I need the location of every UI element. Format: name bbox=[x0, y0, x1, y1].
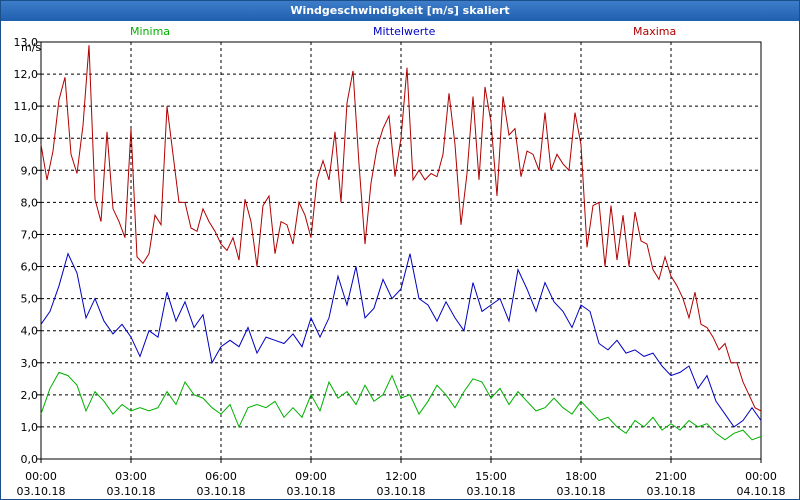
legend-mittelwerte: Mittelwerte bbox=[373, 25, 436, 38]
x-tick-date-label: 04.10.18 bbox=[737, 485, 786, 498]
y-tick-label: 7,0 bbox=[21, 228, 39, 241]
y-tick-label: 5,0 bbox=[21, 293, 39, 306]
x-tick-date-label: 03.10.18 bbox=[467, 485, 516, 498]
y-tick-label: 3,0 bbox=[21, 357, 39, 370]
y-tick-label: 0,0 bbox=[21, 453, 39, 466]
x-tick-time-label: 21:00 bbox=[655, 470, 687, 483]
y-tick-label: 1,0 bbox=[21, 421, 39, 434]
x-tick-date-label: 03.10.18 bbox=[197, 485, 246, 498]
series-line-maxima bbox=[40, 45, 762, 412]
y-tick-label: 9,0 bbox=[21, 164, 39, 177]
y-tick-label: 2,0 bbox=[21, 389, 39, 402]
x-tick-time-label: 15:00 bbox=[475, 470, 507, 483]
y-tick-label: 13,0 bbox=[14, 36, 39, 49]
y-tick-label: 4,0 bbox=[21, 325, 39, 338]
y-axis-unit-label: m/s bbox=[21, 41, 41, 54]
y-tick-label: 10,0 bbox=[14, 132, 39, 145]
x-tick-time-label: 00:00 bbox=[745, 470, 777, 483]
y-tick-label: 8,0 bbox=[21, 196, 39, 209]
x-tick-date-label: 03.10.18 bbox=[287, 485, 336, 498]
x-tick-time-label: 18:00 bbox=[565, 470, 597, 483]
legend-minima: Minima bbox=[130, 25, 171, 38]
y-tick-label: 6,0 bbox=[21, 261, 39, 274]
legend-maxima: Maxima bbox=[633, 25, 677, 38]
x-tick-time-label: 06:00 bbox=[205, 470, 237, 483]
y-tick-label: 12,0 bbox=[14, 68, 39, 81]
window-title: Windgeschwindigkeit [m/s] skaliert bbox=[1, 1, 799, 21]
x-tick-time-label: 09:00 bbox=[295, 470, 327, 483]
x-tick-time-label: 03:00 bbox=[115, 470, 147, 483]
x-tick-date-label: 03.10.18 bbox=[557, 485, 606, 498]
x-tick-time-label: 12:00 bbox=[385, 470, 417, 483]
series-line-minima bbox=[40, 371, 762, 441]
x-tick-date-label: 03.10.18 bbox=[107, 485, 156, 498]
y-tick-label: 11,0 bbox=[14, 100, 39, 113]
x-tick-date-label: 03.10.18 bbox=[647, 485, 696, 498]
x-tick-date-label: 03.10.18 bbox=[17, 485, 66, 498]
series-line-mittelwerte bbox=[40, 252, 762, 428]
x-tick-time-label: 00:00 bbox=[25, 470, 57, 483]
x-tick-date-label: 03.10.18 bbox=[377, 485, 426, 498]
